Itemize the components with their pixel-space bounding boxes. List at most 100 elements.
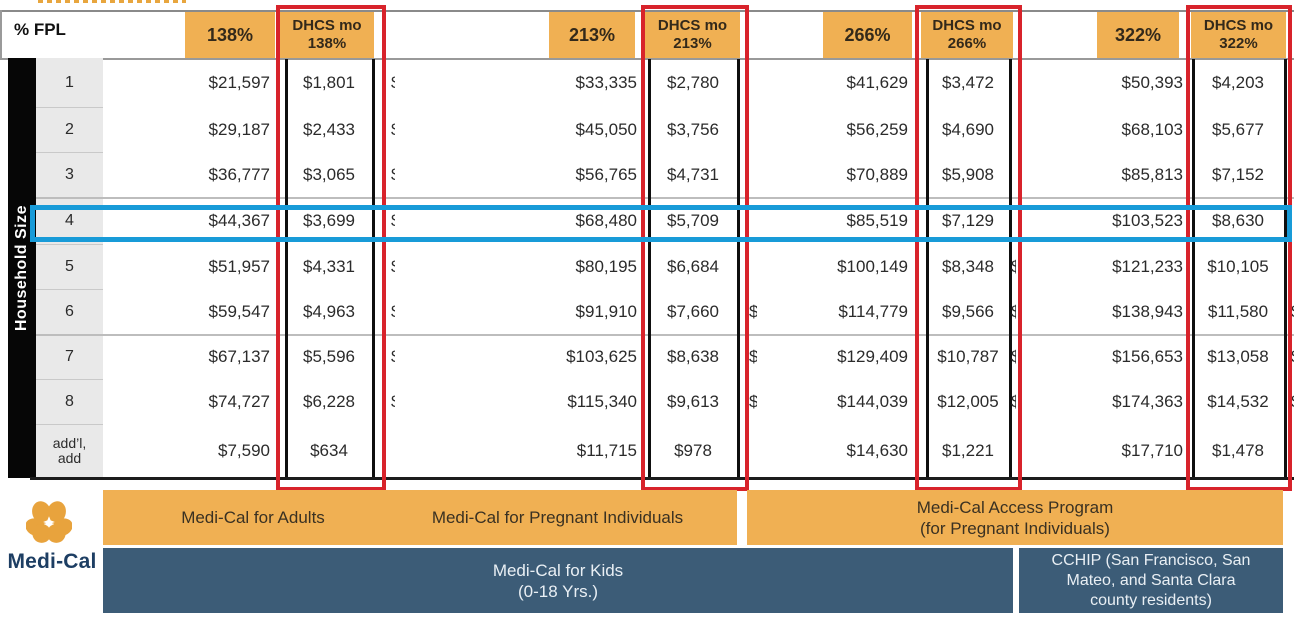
clipped-dollar-fragment: $	[391, 152, 395, 197]
household-size-label: Household Size	[13, 204, 30, 332]
clipped-dollar-fragment: $	[391, 58, 395, 107]
clipped-dollar-fragment: $	[391, 289, 395, 334]
cell-322%-annual-row6: $138,943	[1112, 301, 1183, 321]
cell-138%-monthly-row9: $634	[310, 441, 348, 460]
clipped-dollar-fragment: $	[749, 301, 757, 321]
header-dhcs-213-label: DHCS mo 213%	[657, 17, 728, 52]
program-bar-cchip	[1019, 548, 1283, 613]
clipped-dollar-fragment: $	[391, 107, 395, 152]
header-213: 213%	[549, 12, 635, 58]
cell-266%-annual-row6: $114,779	[838, 301, 908, 321]
medi-cal-poppy-icon	[26, 501, 72, 543]
clipped-dollar-fragment: $	[1011, 346, 1016, 366]
program-cchip-label: CCHIP (San Francisco, San Mateo, and San…	[1051, 551, 1251, 609]
program-bar-access	[747, 490, 1283, 545]
cell-213%-annual-row1: $33,335	[575, 72, 637, 92]
cell-138%-monthly-row2: $2,433	[303, 119, 355, 139]
cell-322%-annual-row3: $85,813	[1121, 164, 1183, 184]
header-266: 266%	[823, 12, 912, 58]
clipped-dollar-fragment: $	[1011, 391, 1016, 411]
clipped-dollar-fragment: $	[1291, 334, 1294, 379]
cell-138%-monthly-row7: $5,596	[303, 346, 355, 366]
cell-213%-monthly-row1: $2,780	[667, 72, 719, 92]
cell-266%-monthly-row2: $4,690	[942, 119, 994, 139]
clipped-dollar-fragment: $	[1011, 301, 1016, 321]
cell-322%-monthly-row1: $4,203	[1212, 72, 1264, 92]
cell-266%-annual-row1: $41,629	[846, 72, 908, 92]
header-dhcs-213: DHCS mo 213%	[645, 12, 740, 58]
header-dhcs-266-label: DHCS mo 266%	[932, 17, 1002, 52]
row-label-1: 1	[65, 73, 74, 91]
header-138-label: 138%	[206, 24, 254, 45]
cell-138%-monthly-row5: $4,331	[303, 256, 355, 276]
row-label-8: 8	[65, 392, 74, 410]
clipped-dollar-fragment: $	[749, 391, 757, 411]
red-box-dhcs-213	[641, 5, 749, 491]
cell-266%-monthly-row7: $10,787	[937, 346, 999, 366]
table-left-border	[0, 10, 2, 58]
cell-266%-monthly-row4: $7,129	[942, 210, 994, 230]
clipped-dollar-fragment: $	[391, 197, 395, 244]
cell-322%-annual-row5: $121,233	[1112, 256, 1183, 276]
clipped-dollar-fragment: $	[391, 334, 395, 379]
cell-138%-annual-row3: $36,777	[208, 164, 270, 184]
cell-213%-monthly-row4: $5,709	[667, 210, 719, 230]
dhcs-column-border	[926, 59, 929, 477]
cell-213%-annual-row7: $103,625	[566, 346, 637, 366]
row-separator	[36, 107, 103, 108]
cell-138%-annual-row6: $59,547	[208, 301, 270, 321]
clipped-dollar-fragment: $	[749, 346, 757, 366]
cell-138%-monthly-row6: $4,963	[303, 301, 355, 321]
cell-266%-annual-row3: $70,889	[846, 164, 908, 184]
cell-213%-monthly-row5: $6,684	[667, 256, 719, 276]
cell-213%-monthly-row8: $9,613	[667, 391, 719, 411]
cell-266%-monthly-row9: $1,221	[942, 441, 994, 460]
cell-266%-annual-row9: $14,630	[846, 441, 908, 460]
table-bottom-border	[30, 477, 1294, 480]
cell-138%-annual-row2: $29,187	[208, 119, 270, 139]
cropped-dashed-line	[38, 0, 186, 3]
program-bar-kids	[103, 548, 1013, 613]
header-dhcs-322: DHCS mo 322%	[1191, 12, 1286, 58]
cell-266%-monthly-row5: $8,348	[942, 256, 994, 276]
cell-138%-annual-row9: $7,590	[218, 441, 270, 460]
clipped-dollar-fragment: $	[391, 379, 395, 424]
cell-266%-monthly-row3: $5,908	[942, 164, 994, 184]
cell-322%-annual-row9: $17,710	[1121, 441, 1183, 460]
group-separator	[36, 334, 1294, 336]
cell-322%-monthly-row7: $13,058	[1207, 346, 1269, 366]
row-separator	[36, 244, 103, 245]
cell-266%-annual-row4: $85,519	[846, 210, 908, 230]
row-label-9: add’l, add	[52, 435, 87, 466]
dhcs-column-border	[372, 59, 375, 477]
cell-138%-monthly-row8: $6,228	[303, 391, 355, 411]
cell-266%-annual-row5: $100,149	[837, 256, 908, 276]
table-top-border	[0, 10, 1294, 12]
row-label-column	[36, 58, 103, 478]
program-kids-label: Medi-Cal for Kids (0-18 Yrs.)	[492, 560, 624, 601]
dhcs-column-border	[285, 59, 288, 477]
cell-322%-monthly-row6: $11,580	[1207, 301, 1269, 321]
cell-213%-monthly-row2: $3,756	[667, 119, 719, 139]
header-underline	[0, 58, 1294, 60]
cell-322%-annual-row4: $103,523	[1112, 210, 1183, 230]
cell-322%-annual-row2: $68,103	[1121, 119, 1183, 139]
household-size-bar: Household Size	[8, 58, 36, 478]
row-separator	[36, 379, 103, 380]
dhcs-column-border	[737, 59, 740, 477]
cell-322%-monthly-row2: $5,677	[1212, 119, 1264, 139]
cell-266%-monthly-row8: $12,005	[937, 391, 999, 411]
header-266-label: 266%	[844, 24, 891, 45]
clipped-dollar-fragment: $	[1011, 256, 1016, 276]
cell-322%-monthly-row8: $14,532	[1207, 391, 1269, 411]
header-dhcs-138: DHCS mo 138%	[280, 12, 374, 58]
cell-322%-monthly-row4: $8,630	[1212, 210, 1264, 230]
cell-138%-annual-row5: $51,957	[208, 256, 270, 276]
red-box-dhcs-138	[276, 5, 386, 491]
header-138: 138%	[185, 12, 275, 58]
header-322: 322%	[1097, 12, 1179, 58]
cell-138%-monthly-row1: $1,801	[303, 72, 355, 92]
cell-138%-annual-row8: $74,727	[208, 391, 270, 411]
row-separator	[36, 289, 103, 290]
